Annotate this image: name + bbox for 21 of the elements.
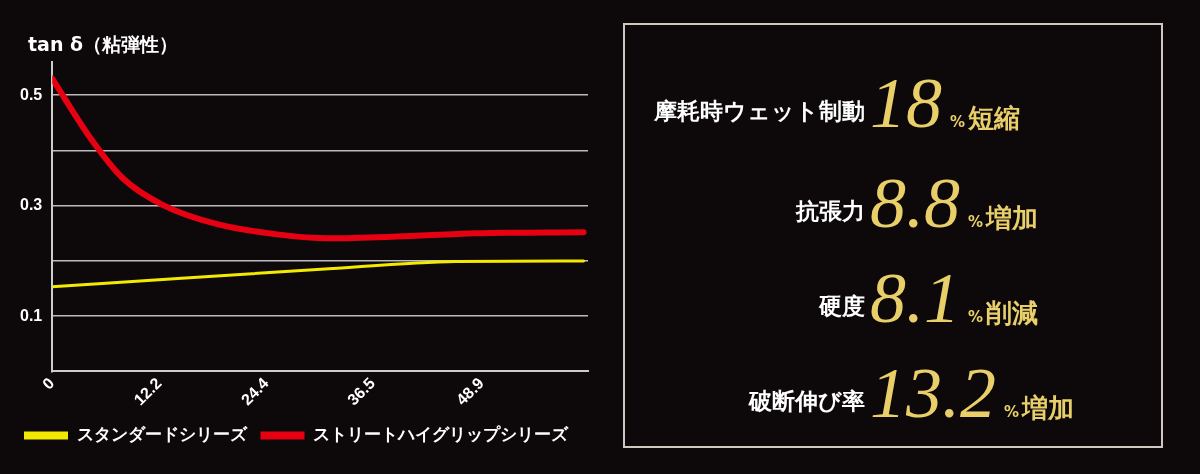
category-label: 硬度 (819, 292, 865, 321)
text: %増加 (967, 203, 1039, 233)
legend-label: ストリートハイグリップシリーズ (313, 423, 569, 444)
x-tick-label: 48.9 (452, 374, 488, 409)
category-label: 抗張力 (796, 197, 865, 226)
line-series (52, 259, 586, 289)
category-label: 摩耗時ウェット制動 (654, 97, 865, 126)
data-label: 8.8 (870, 163, 960, 243)
x-tick-label: 0 (39, 374, 58, 393)
text: %短縮 (949, 103, 1021, 133)
category-label: 破断伸び率 (749, 387, 865, 416)
text: %増加 (1003, 393, 1075, 423)
data-label: 8.1 (870, 258, 960, 338)
data-label: 13.2 (870, 353, 996, 433)
y-axis-title: tan δ（粘弾性） (28, 32, 179, 57)
y-tick-label: 0.5 (19, 85, 43, 103)
data-label: 18 (870, 63, 942, 143)
text: %削減 (967, 298, 1039, 328)
y-tick-label: 0.1 (19, 306, 43, 324)
y-tick-label: 0.3 (19, 196, 43, 214)
legend-label: スタンダードシリーズ (76, 423, 248, 444)
